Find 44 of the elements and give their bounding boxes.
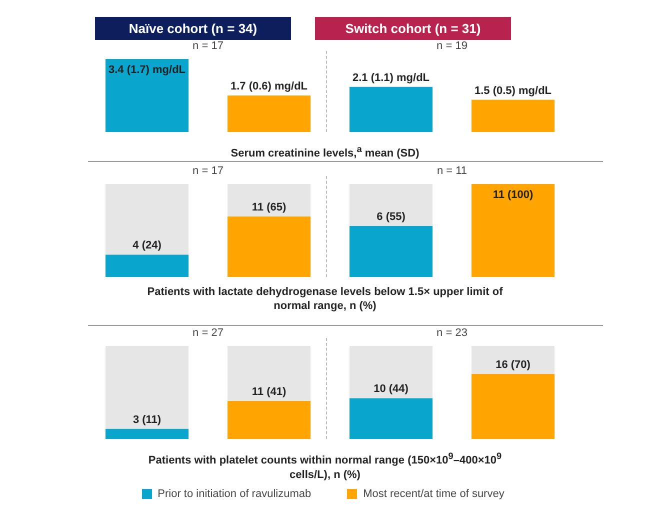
bar (472, 374, 555, 439)
chart-title: Patients with platelet counts within normal range (150×10$^{9}$–400×10$^{9}$ cells/L), n (%) (148, 451, 502, 481)
bar (350, 398, 433, 439)
bar (472, 346, 555, 374)
data-label: 3.4 (1.7) mg/dL (108, 64, 186, 76)
bar (472, 100, 555, 132)
bar (350, 346, 433, 398)
data-label: 16 (70) (496, 358, 531, 371)
text: Naïve cohort (n = 34) (95, 17, 291, 40)
bar (228, 184, 311, 217)
data-label: 1.5 (0.5) mg/dL (474, 84, 552, 97)
bar (472, 184, 555, 277)
text: n = 17 (192, 165, 224, 177)
bar (228, 96, 311, 132)
bar (106, 184, 189, 255)
bar (350, 86, 433, 132)
data-label: 11 (100) (492, 189, 534, 201)
legend-label: Most recent/at time of survey (362, 488, 504, 500)
bar (350, 184, 433, 226)
bar (106, 346, 189, 429)
data-label: 6 (55) (376, 210, 406, 223)
text: n = 11 (436, 165, 468, 177)
text: n = 17 (192, 40, 224, 52)
bar (228, 400, 311, 439)
bar (228, 346, 311, 401)
text: n = 27 (192, 327, 224, 339)
data-label: 4 (24) (132, 240, 162, 252)
text: Switch cohort (n = 31) (315, 17, 511, 40)
text: n = 23 (436, 327, 468, 339)
data-label: 3 (11) (132, 414, 162, 426)
data-label: 11 (41) (252, 386, 286, 398)
legend-label: Prior to initiation of ravulizumab (156, 488, 312, 500)
text: Patients with lactate dehydrogenase levels below 1.5× upper limit of normal range, n (%) (146, 285, 504, 313)
bar (106, 254, 189, 277)
data-label: 10 (44) (374, 383, 409, 396)
bar (106, 428, 189, 439)
bar (228, 216, 311, 277)
text: n = 19 (436, 40, 468, 52)
text: Serum creatinine levels,$^{a}$ mean (SD) (230, 143, 420, 161)
data-label: 11 (65) (252, 202, 286, 214)
data-label: 1.7 (0.6) mg/dL (230, 80, 308, 92)
data-label: 2.1 (1.1) mg/dL (352, 72, 430, 84)
bar (106, 59, 189, 132)
bar (350, 226, 433, 277)
